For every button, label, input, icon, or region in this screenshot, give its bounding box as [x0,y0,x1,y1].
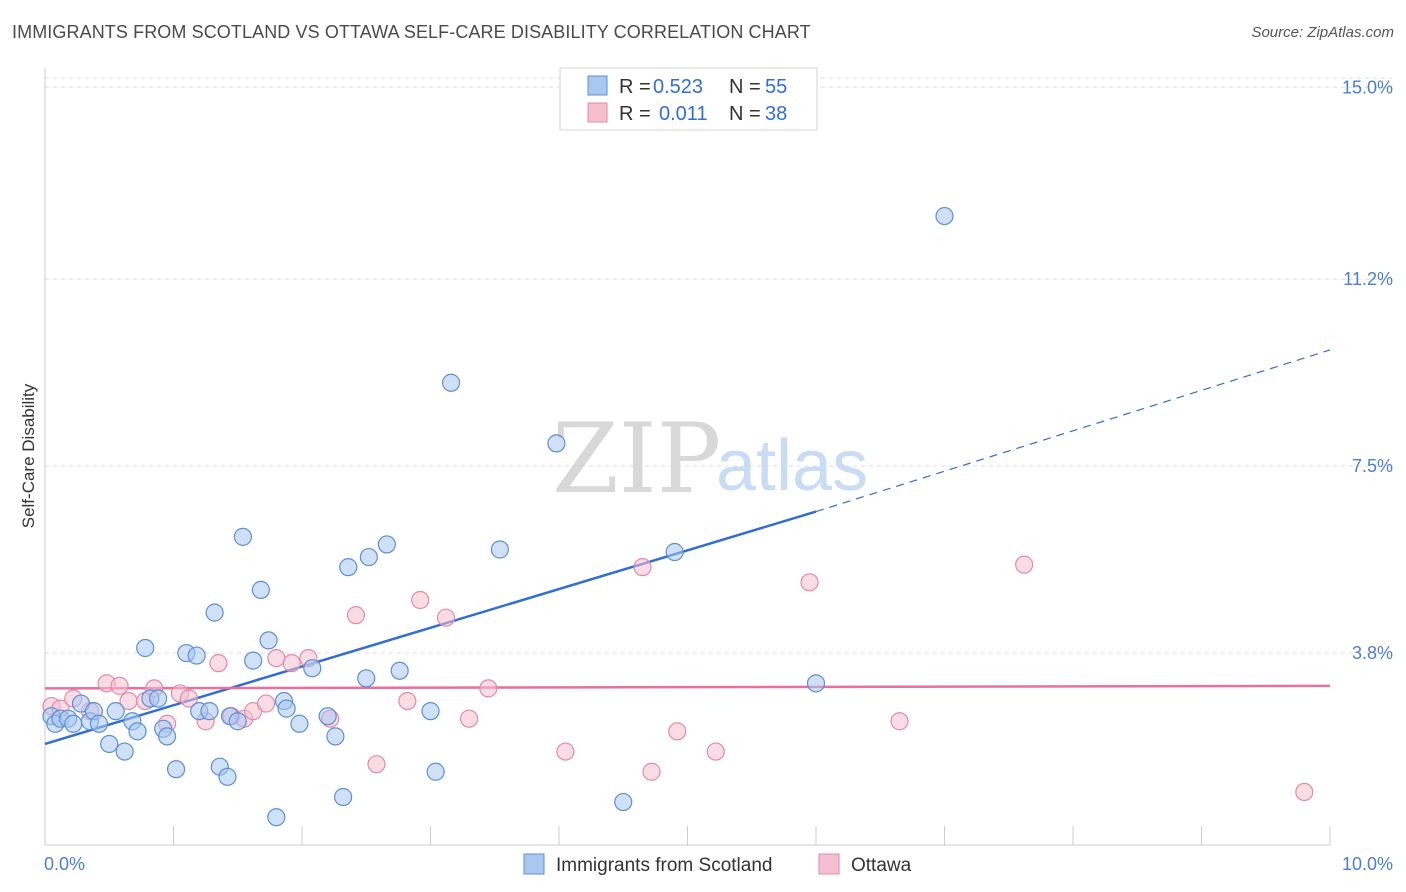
scotland-point-32 [259,631,278,650]
ottawa-point-18 [267,648,286,668]
ottawa-point-17 [256,694,276,713]
scotland-point-54 [935,206,954,226]
x-tick-labels: 0.0% 10.0% [44,854,1393,874]
ottawa-point-29 [556,742,575,761]
gridlines [45,77,1392,654]
bottom-legend: Immigrants from Scotland Ottawa [523,853,912,876]
ottawa-point-24 [398,691,417,711]
legend-n-value-1: 55 [765,76,787,98]
bottom-legend-scotland: Immigrants from Scotland [556,855,772,876]
scotland-point-52 [665,542,684,562]
legend-r-label-2: R = [619,103,651,125]
ottawa-point-30 [633,558,652,577]
scotland-point-19 [166,760,186,779]
scotland-point-23 [200,702,219,721]
ottawa-point-22 [346,606,366,625]
ottawa-point-35 [890,712,909,731]
scotland-point-18 [157,727,177,746]
scotland-point-49 [490,540,509,559]
scotland-point-13 [128,722,147,741]
scotland-point-16 [148,689,168,708]
scotland-point-37 [303,659,322,678]
scotland-point-46 [421,702,440,721]
y-tick-labels: 3.8% 7.5% 11.2% 15.0% [1342,77,1393,663]
scotland-point-42 [357,669,376,688]
legend-r-value-2: 0.011 [659,103,708,125]
scotland-point-48 [441,373,461,392]
y-tick-label-3: 15.0% [1342,77,1393,97]
scotland-point-39 [326,727,345,746]
watermark-zip: ZIP [552,403,721,515]
y-tick-label-2: 11.2% [1343,269,1393,289]
source-label: Source: ZipAtlas.com [1251,24,1394,41]
scotland-point-30 [244,651,263,670]
ottawa-point-26 [436,608,456,627]
legend-swatch-pink [587,102,608,123]
x-tick-label-0: 0.0% [44,854,85,874]
ottawa-point-13 [209,654,228,673]
ottawa-point-31 [642,762,661,781]
x-tick-label-1: 10.0% [1342,854,1393,874]
scotland-point-36 [290,714,309,733]
legend-n-value-2: 38 [765,103,787,125]
scotland-point-11 [115,742,134,761]
scotland-point-29 [233,527,252,546]
scotland-point-21 [187,646,206,665]
chart-title: IMMIGRANTS FROM SCOTLAND VS OTTAWA SELF-… [12,22,811,42]
scotland-point-14 [136,638,155,658]
scotland-point-28 [228,712,247,731]
legend-swatch-blue [587,75,608,96]
ottawa-point-25 [411,590,430,610]
scotland-point-33 [267,808,286,827]
legend-r-value-1: 0.523 [653,76,703,98]
watermark-atlas: atlas [716,426,868,506]
y-axis-label: Self-Care Disability [19,383,38,528]
ottawa-trend-line [44,684,1331,690]
scotland-point-45 [390,661,409,680]
scotland-trend-line [44,510,817,746]
scotland-point-41 [339,558,358,577]
trend-lines [44,349,1331,746]
scotland-point-50 [547,434,566,453]
ottawa-point-37 [1295,782,1314,802]
bottom-legend-ottawa: Ottawa [851,855,912,876]
legend: R = 0.523 N = 55 R = 0.011 N = 38 [559,67,818,131]
scotland-point-43 [359,547,378,567]
scotland-point-31 [251,580,270,599]
watermark: ZIP atlas [552,403,868,515]
scotland-trend-extension [815,349,1331,513]
scotland-point-47 [426,762,445,781]
scotland-point-38 [318,707,337,726]
scotland-point-4 [64,714,83,733]
scotland-point-26 [218,767,237,786]
scotland-point-10 [106,702,125,721]
scotland-point-24 [205,603,224,622]
y-tick-label-1: 7.5% [1352,456,1393,476]
scotland-point-35 [277,699,296,718]
legend-n-label-2: N = [729,103,761,125]
bottom-legend-swatch-ottawa [818,853,840,875]
ottawa-point-34 [800,573,819,592]
scotland-point-8 [89,714,109,733]
y-tick-label-0: 3.8% [1352,643,1393,663]
bottom-legend-swatch-scotland [523,853,545,875]
ottawa-point-28 [479,679,498,698]
scotland-point-51 [614,792,633,812]
legend-r-label-1: R = [619,76,651,98]
ottawa-point-11 [179,689,199,708]
ottawa-point-27 [459,709,479,728]
legend-n-label-1: N = [729,76,761,98]
scotland-point-44 [377,535,396,554]
scotland-point-53 [806,674,826,693]
ottawa-point-5 [110,676,129,695]
data-points [42,206,1314,827]
ottawa-point-32 [668,722,687,741]
scotland-point-40 [334,787,353,807]
ottawa-point-33 [706,742,725,761]
scotland-point-9 [100,734,119,754]
ottawa-point-19 [282,654,301,673]
ottawa-point-23 [367,755,386,774]
ottawa-point-36 [1015,555,1034,574]
